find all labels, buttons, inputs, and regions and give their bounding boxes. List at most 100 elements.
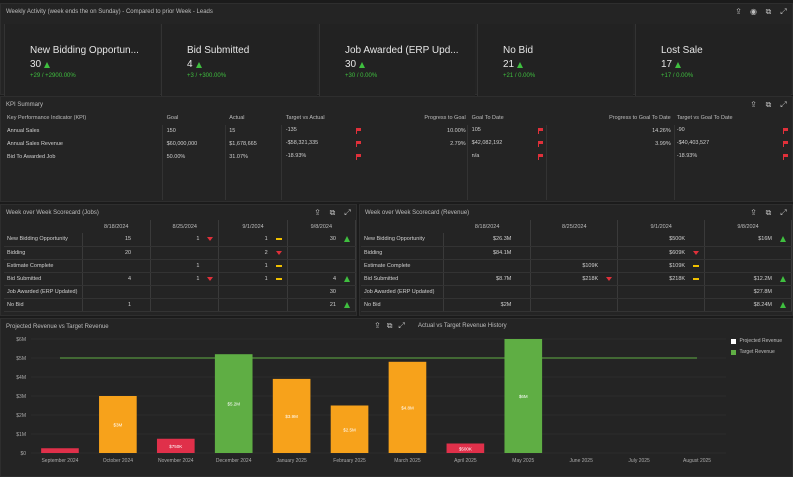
red-flag-icon [538,128,544,134]
row-label: Estimate Complete [361,259,445,273]
scorecard-date-header[interactable]: 8/25/2024 [530,220,619,233]
expand-icon[interactable]: ⤢ [344,207,351,217]
expand-icon[interactable]: ⤢ [780,207,787,217]
up-arrow-icon [344,275,350,282]
cell-text: -$58,321,335 [285,140,319,146]
table-row: Bid To Awarded Job 50.00% 31.07% -18.93% n/a… [4,150,791,163]
bar-data-label: $4.8M [401,405,414,410]
cell-value: 1 [196,262,200,269]
kpi-cell: 14.26% [546,124,673,137]
table-view-icon[interactable]: ⧉ [386,321,393,330]
kpi-header[interactable]: Key Performance Indicator (KPI) [7,114,87,121]
export-icon[interactable]: ⇪ [314,208,321,217]
kpi-header[interactable]: Target vs Goal To Date [676,114,733,121]
card-value: 4 [187,59,193,70]
kpi-header[interactable]: Progress to Goal To Date [609,114,671,121]
row-label: No Bid [361,298,445,312]
table-view-icon[interactable]: ⧉ [765,99,772,109]
scorecard-date-header[interactable]: 9/1/2024 [617,220,706,233]
kpi-header[interactable]: Target vs Actual [285,114,325,121]
x-tick-label: June 2025 [570,458,594,464]
scorecard-cell [82,285,152,299]
cell-text: $42,082,192 [471,140,503,146]
cell-text: $60,000,000 [166,140,198,147]
kpi-cell: -18.93% [674,150,791,163]
scorecard-date-header[interactable]: 8/25/2024 [150,220,220,233]
cell-value: 1 [196,275,200,282]
kpi-header[interactable]: Actual [229,114,245,121]
expand-icon[interactable]: ⤢ [780,6,787,16]
scorecard-cell [443,259,532,273]
legend-swatch-target [731,349,737,355]
scorecard-date-header[interactable]: 9/1/2024 [218,220,288,233]
no-change-icon [275,264,282,267]
cell-value: $109K [582,262,599,269]
table-row: Annual Sales 150 15 -135 10.00% 105 14.26% -90 [4,124,791,137]
down-arrow-icon [693,250,700,255]
focus-icon[interactable]: ◉ [750,7,757,16]
projected-revenue-panel: Projected Revenue vs Target Revenue ⇪ ⧉ … [0,318,793,477]
kpi-header[interactable]: Goal To Date [471,114,504,121]
kpi-cell: 105 [469,124,547,137]
projected-revenue-title: Projected Revenue vs Target Revenue [6,324,109,330]
cell-text: 3.99% [655,140,671,147]
scorecard-date-header[interactable]: 8/18/2024 [443,220,532,233]
cell-value: $609K [669,249,686,256]
expand-icon[interactable]: ⤢ [398,321,405,330]
export-icon[interactable]: ⇪ [750,100,757,109]
kpi-card[interactable]: Lost Sale 17 +17 / 0.00% [635,24,791,96]
kpi-card[interactable]: No Bid 21 +21 / 0.00% [477,24,633,96]
scorecard-cell: $8.7M [443,272,532,286]
cell-value: $500K [669,236,686,243]
kpi-table: Key Performance Indicator (KPI) Goal Actua… [4,111,791,163]
export-icon[interactable]: ⇪ [750,208,757,217]
y-tick-label: $6M [16,337,26,343]
kpi-cell: -90 [674,124,791,137]
scorecard-cell: $109K [530,259,619,273]
weekly-activity-title: Weekly Activity (week ends the on Sunday… [6,9,213,15]
kpi-card[interactable]: Job Awarded (ERP Upd... 30 +30 / 0.00% [319,24,475,96]
cell-value: 1 [264,262,268,269]
legend-target[interactable]: Target Revenue [739,349,775,355]
kpi-header[interactable]: Goal [166,114,179,121]
export-icon[interactable]: ⇪ [735,7,742,16]
bar-data-label: $500K [459,446,472,451]
cell-text: 14.26% [652,127,671,134]
kpi-header[interactable]: Progress to Goal [424,114,466,121]
cell-value: $84.1M [492,249,512,256]
export-icon[interactable]: ⇪ [374,321,381,330]
y-tick-label: $1M [16,432,26,438]
table-view-icon[interactable]: ⧉ [765,207,772,217]
scorecard-cell [617,285,706,299]
kpi-cell: -$40,403,527 [674,137,791,150]
table-view-icon[interactable]: ⧉ [765,6,772,16]
row-label: Job Awarded (ERP Updated) [4,285,83,299]
cell-value: 1 [264,275,268,282]
expand-icon[interactable]: ⤢ [780,99,787,109]
legend-projected[interactable]: Projected Revenue [739,338,782,344]
scorecard-cell: $12.2M [704,272,792,286]
table-view-icon[interactable]: ⧉ [329,207,336,217]
scorecard-date-header[interactable]: 9/8/2024 [704,220,792,233]
cell-value: $12.2M [753,275,772,282]
scorecard-cell: 15 [82,233,152,247]
kpi-cell: 150 [164,124,227,137]
scorecard-date-header[interactable]: 9/8/2024 [287,220,356,233]
kpi-cell [546,150,673,163]
bar-data-label: $6M [519,394,528,399]
row-label: Estimate Complete [4,259,83,273]
table-row: Bid Submitted $8.7M $218K $218K $12.2M [361,272,792,286]
cell-text: -18.93% [285,153,307,159]
red-flag-icon [355,128,361,134]
scorecard-cell [218,298,288,312]
up-arrow-icon [675,61,682,68]
card-title: Bid Submitted [187,45,250,56]
cell-text: n/a [471,153,480,159]
cell-value: $8.7M [496,275,512,282]
kpi-card[interactable]: New Bidding Opportun... 30 +29 / +2900.00% [4,24,160,96]
scorecard-date-header[interactable]: 8/18/2024 [82,220,152,233]
kpi-cell: $1,678,665 [226,137,283,150]
kpi-card[interactable]: Bid Submitted 4 +3 / +300.00% [161,24,317,96]
cell-value: $218K [582,275,599,282]
tab-revenue-history[interactable]: Actual vs Target Revenue History [418,323,507,329]
